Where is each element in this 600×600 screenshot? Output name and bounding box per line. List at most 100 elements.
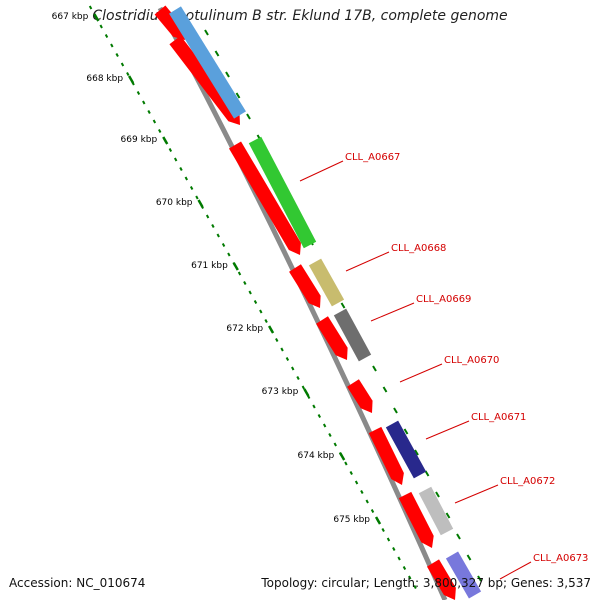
minor-tick (312, 404, 316, 409)
major-tick (374, 516, 382, 525)
gene-label: CLL_A0668 (391, 243, 446, 254)
minor-tick (88, 5, 93, 10)
major-tick (127, 75, 135, 84)
outer-tick (445, 512, 451, 519)
minor-tick (227, 252, 231, 257)
gene-leader-line (425, 420, 470, 440)
minor-tick (301, 385, 306, 390)
minor-tick (285, 357, 290, 361)
minor-tick (322, 423, 327, 428)
gene-label: CLL_A0670 (444, 355, 499, 366)
minor-tick (413, 585, 417, 589)
gene-leader-line (399, 363, 443, 383)
outer-tick (246, 113, 251, 120)
minor-tick (211, 224, 215, 228)
major-tick (232, 262, 239, 271)
tick-label: 675 kbp (333, 515, 370, 525)
tick-label: 672 kbp (226, 324, 263, 334)
outer-tick (372, 365, 377, 372)
cds-arrow (228, 141, 301, 255)
major-tick (303, 388, 310, 397)
accession-text: Accession: NC_010674 (9, 576, 146, 590)
tick-label: 669 kbp (121, 135, 158, 145)
minor-tick (291, 366, 295, 371)
major-tick (267, 325, 275, 334)
minor-tick (365, 499, 369, 504)
minor-tick (173, 157, 178, 162)
minor-tick (349, 471, 353, 475)
minor-tick (216, 233, 220, 238)
minor-tick (328, 433, 332, 437)
cds-arrow (347, 379, 373, 413)
tick-label: 667 kbp (52, 12, 89, 22)
gene-label: CLL_A0673 (533, 553, 588, 564)
outer-tick (204, 29, 209, 36)
outer-tick (435, 491, 440, 498)
outer-tick (235, 92, 241, 99)
minor-tick (296, 376, 300, 380)
minor-tick (397, 556, 401, 561)
minor-tick (189, 186, 194, 190)
minor-tick (104, 34, 109, 38)
feature-block-darkgray (333, 308, 372, 362)
outer-tick (393, 407, 398, 414)
minor-tick (333, 442, 337, 447)
minor-tick (264, 319, 268, 323)
cds-arrow (169, 35, 240, 125)
gene-label: CLL_A0667 (345, 152, 400, 163)
minor-tick (136, 91, 141, 95)
tick-label: 673 kbp (262, 387, 299, 397)
minor-tick (221, 243, 226, 247)
minor-tick (381, 528, 385, 532)
minor-tick (152, 119, 157, 124)
feature-block-khaki (308, 258, 345, 307)
gene-leader-line (454, 484, 499, 504)
minor-tick (158, 129, 162, 133)
major-tick (339, 452, 346, 461)
tick-label: 674 kbp (298, 451, 335, 461)
outer-tick (424, 470, 430, 477)
minor-tick (354, 480, 359, 485)
minor-tick (392, 547, 396, 551)
minor-tick (317, 414, 322, 418)
minor-tick (344, 461, 348, 466)
minor-tick (243, 281, 247, 285)
minor-tick (237, 271, 242, 276)
minor-tick (253, 300, 258, 304)
cds-arrow (154, 5, 185, 41)
minor-tick (402, 566, 407, 570)
cds-arrow (289, 264, 321, 308)
minor-tick (142, 100, 146, 105)
outer-tick (340, 302, 346, 309)
minor-tick (205, 214, 210, 219)
major-tick (93, 13, 100, 22)
minor-tick (360, 490, 364, 494)
gene-leader-line (370, 302, 415, 322)
minor-tick (370, 509, 375, 513)
topology-text: Topology: circular; Length: 3,800,327 bp… (261, 576, 591, 590)
outer-tick (414, 449, 419, 456)
tick-label: 668 kbp (86, 74, 123, 84)
cds-arrow (316, 316, 348, 360)
gene-leader-line (345, 251, 390, 272)
cds-arrow (398, 491, 434, 548)
minor-tick (184, 176, 189, 181)
minor-tick (259, 309, 263, 314)
minor-tick (248, 290, 252, 295)
gene-label: CLL_A0671 (471, 412, 526, 423)
tick-label: 671 kbp (191, 261, 228, 271)
major-tick (197, 199, 204, 208)
outer-tick (382, 386, 388, 393)
minor-tick (275, 338, 279, 342)
minor-tick (386, 537, 391, 542)
genome-backbone (157, 6, 448, 600)
outer-tick (466, 554, 472, 561)
minor-tick (99, 24, 103, 29)
minor-tick (120, 62, 125, 67)
outer-tick (477, 575, 482, 582)
gene-leader-line (499, 561, 532, 580)
minor-tick (126, 72, 130, 76)
feature-block-navy (385, 420, 427, 479)
major-tick (162, 136, 169, 145)
